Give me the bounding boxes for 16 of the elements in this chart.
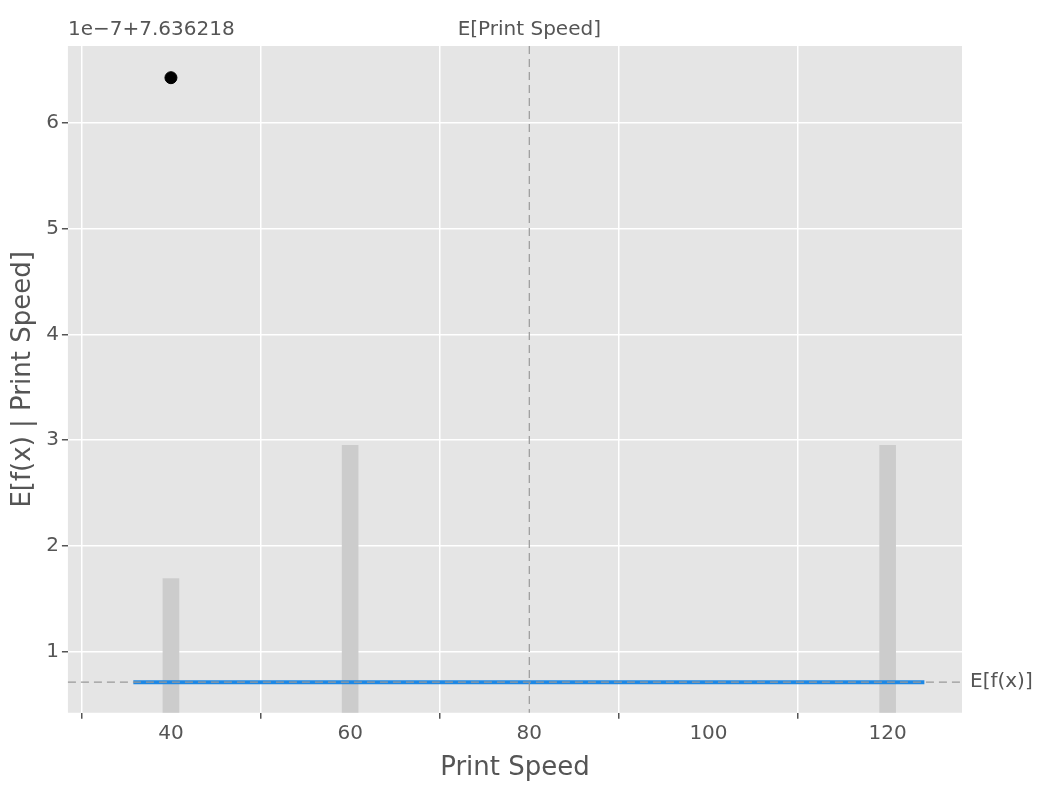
x-tick-label: 100	[689, 720, 728, 744]
x-tick-label: 80	[516, 720, 543, 744]
y-axis-title: E[f(x) | Print Speed]	[6, 251, 38, 508]
y-tick-label: 3	[46, 426, 59, 451]
x-tick-label: 60	[337, 720, 363, 744]
y-tick-label: 5	[46, 215, 59, 240]
y-tick-label: 4	[46, 320, 59, 345]
x-tick-label: 40	[158, 720, 184, 744]
x-tick-label: 120	[868, 720, 907, 744]
text: 1e−7+7.636218	[67, 16, 235, 41]
y-tick-label: 2	[46, 532, 59, 557]
ref-line-label: E[f(x)]	[970, 668, 1033, 693]
x-axis-title: Print Speed	[440, 751, 590, 782]
ref-line-label: E[Print Speed]	[457, 16, 601, 41]
y-tick-label: 6	[46, 109, 59, 134]
y-tick-label: 1	[46, 637, 59, 662]
